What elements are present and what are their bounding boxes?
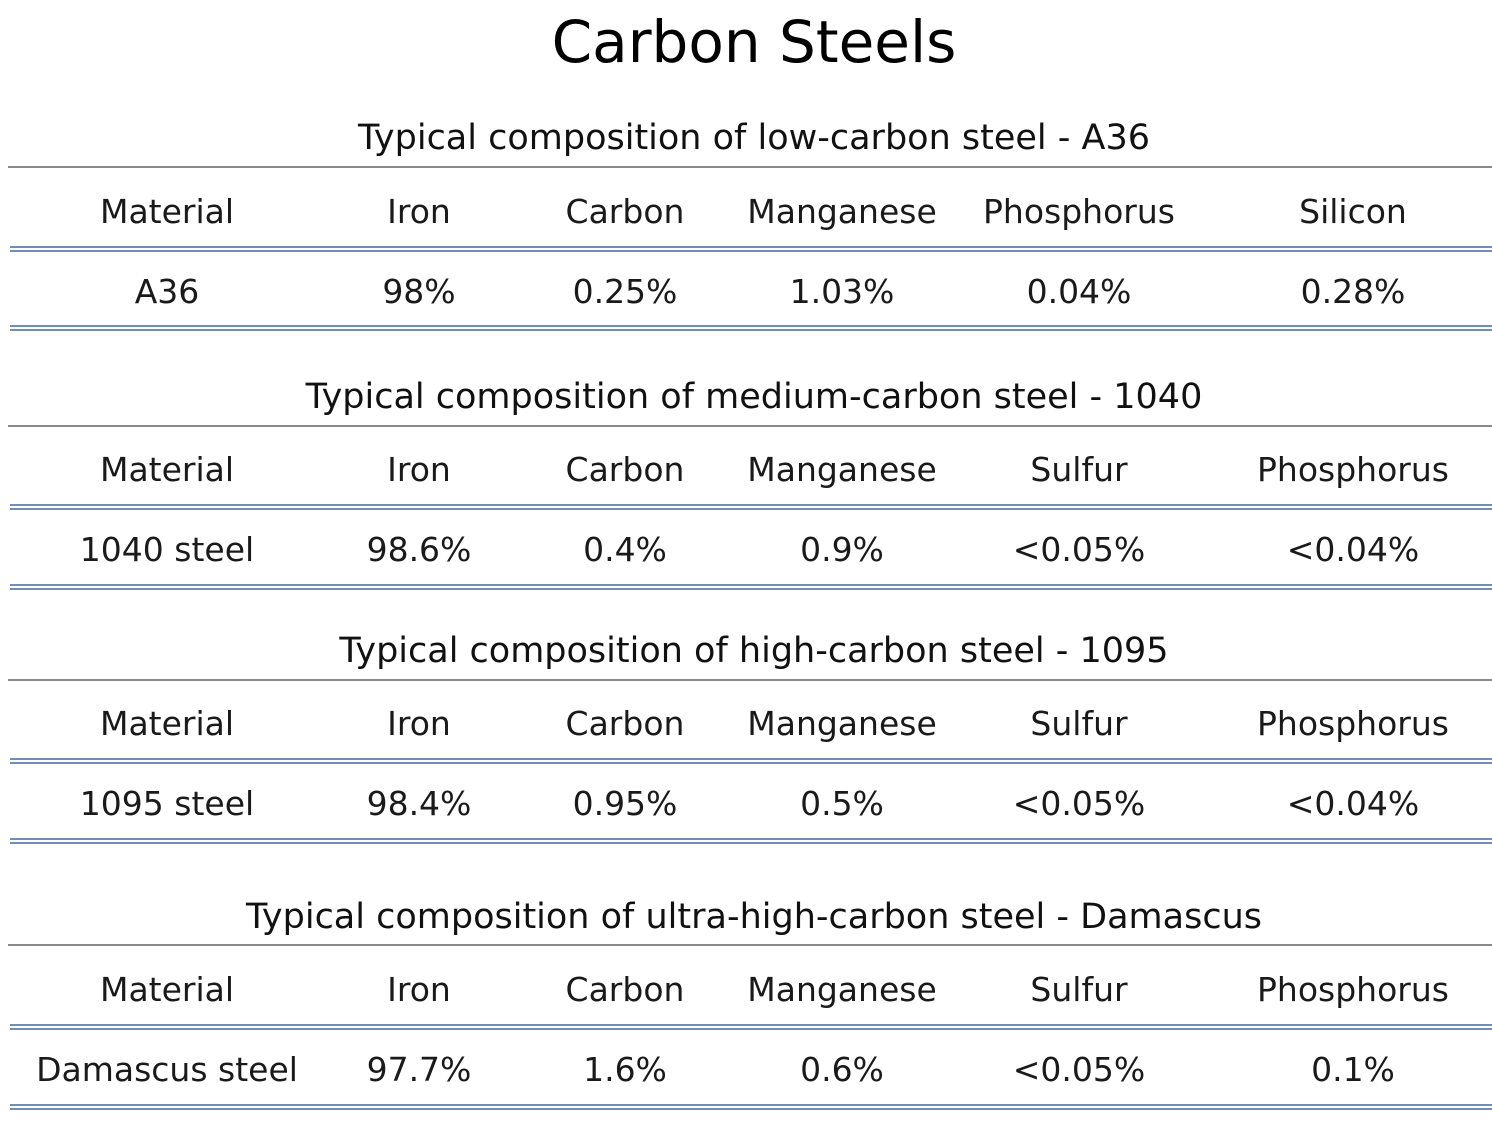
table-caption: Typical composition of low-carbon steel … <box>357 118 1150 158</box>
cell-manganese: 0.6% <box>800 1050 884 1089</box>
header-row: Material Iron Carbon Manganese Sulfur Ph… <box>8 964 1492 1016</box>
column-header-iron: Iron <box>387 704 451 743</box>
table-caption: Typical composition of medium-carbon ste… <box>305 377 1203 417</box>
header-row: Material Iron Carbon Manganese Phosphoru… <box>8 186 1492 238</box>
table-bottom-divider <box>10 1104 1492 1110</box>
caption-divider <box>8 425 1492 427</box>
column-header-iron: Iron <box>387 450 451 489</box>
table-bottom-divider <box>10 838 1492 844</box>
cell-sulfur: <0.05% <box>1012 784 1146 823</box>
column-header-carbon: Carbon <box>565 704 685 743</box>
cell-iron: 98.6% <box>366 530 472 569</box>
caption-divider <box>8 679 1492 681</box>
table-row: 1040 steel 98.6% 0.4% 0.9% <0.05% <0.04% <box>8 524 1492 576</box>
cell-manganese: 0.5% <box>800 784 884 823</box>
column-header-phosphorus: Phosphorus <box>1257 450 1449 489</box>
cell-iron: 98% <box>382 272 456 311</box>
column-header-material: Material <box>99 970 235 1009</box>
column-header-manganese: Manganese <box>747 970 937 1009</box>
table-row: 1095 steel 98.4% 0.95% 0.5% <0.05% <0.04… <box>8 778 1492 830</box>
cell-carbon: 0.4% <box>583 530 667 569</box>
table-caption: Typical composition of high-carbon steel… <box>339 631 1169 671</box>
table-bottom-divider <box>10 325 1492 331</box>
column-header-iron: Iron <box>387 970 451 1009</box>
cell-material: 1040 steel <box>79 530 255 569</box>
header-row: Material Iron Carbon Manganese Sulfur Ph… <box>8 698 1492 750</box>
cell-sulfur: <0.05% <box>1012 530 1146 569</box>
column-header-material: Material <box>99 450 235 489</box>
column-header-sulfur: Sulfur <box>1030 970 1128 1009</box>
header-divider <box>10 246 1492 252</box>
cell-carbon: 0.95% <box>572 784 678 823</box>
caption-divider <box>8 166 1492 168</box>
cell-silicon: 0.28% <box>1300 272 1406 311</box>
cell-iron: 98.4% <box>366 784 472 823</box>
caption-divider <box>8 944 1492 946</box>
column-header-manganese: Manganese <box>747 704 937 743</box>
table-row: Damascus steel 97.7% 1.6% 0.6% <0.05% 0.… <box>8 1044 1492 1096</box>
cell-material: 1095 steel <box>79 784 255 823</box>
column-header-silicon: Silicon <box>1299 192 1407 231</box>
column-header-manganese: Manganese <box>747 192 937 231</box>
cell-phosphorus: 0.1% <box>1311 1050 1395 1089</box>
header-divider <box>10 504 1492 510</box>
page-title: Carbon Steels <box>551 8 957 76</box>
column-header-material: Material <box>99 704 235 743</box>
cell-manganese: 1.03% <box>789 272 895 311</box>
cell-material: Damascus steel <box>36 1050 298 1089</box>
column-header-iron: Iron <box>387 192 451 231</box>
cell-phosphorus: <0.04% <box>1286 530 1420 569</box>
column-header-material: Material <box>99 192 235 231</box>
cell-carbon: 0.25% <box>572 272 678 311</box>
column-header-carbon: Carbon <box>565 192 685 231</box>
table-row: A36 98% 0.25% 1.03% 0.04% 0.28% <box>8 266 1492 318</box>
header-divider <box>10 1024 1492 1030</box>
column-header-sulfur: Sulfur <box>1030 450 1128 489</box>
table-bottom-divider <box>10 584 1492 590</box>
column-header-carbon: Carbon <box>565 970 685 1009</box>
cell-phosphorus: <0.04% <box>1286 784 1420 823</box>
cell-carbon: 1.6% <box>583 1050 667 1089</box>
column-header-sulfur: Sulfur <box>1030 704 1128 743</box>
header-row: Material Iron Carbon Manganese Sulfur Ph… <box>8 444 1492 496</box>
cell-phosphorus: 0.04% <box>1026 272 1132 311</box>
column-header-carbon: Carbon <box>565 450 685 489</box>
column-header-phosphorus: Phosphorus <box>1257 970 1449 1009</box>
cell-manganese: 0.9% <box>800 530 884 569</box>
header-divider <box>10 758 1492 764</box>
cell-material: A36 <box>134 272 200 311</box>
table-caption: Typical composition of ultra-high-carbon… <box>245 897 1262 937</box>
cell-sulfur: <0.05% <box>1012 1050 1146 1089</box>
cell-iron: 97.7% <box>366 1050 472 1089</box>
column-header-manganese: Manganese <box>747 450 937 489</box>
column-header-phosphorus: Phosphorus <box>983 192 1175 231</box>
column-header-phosphorus: Phosphorus <box>1257 704 1449 743</box>
